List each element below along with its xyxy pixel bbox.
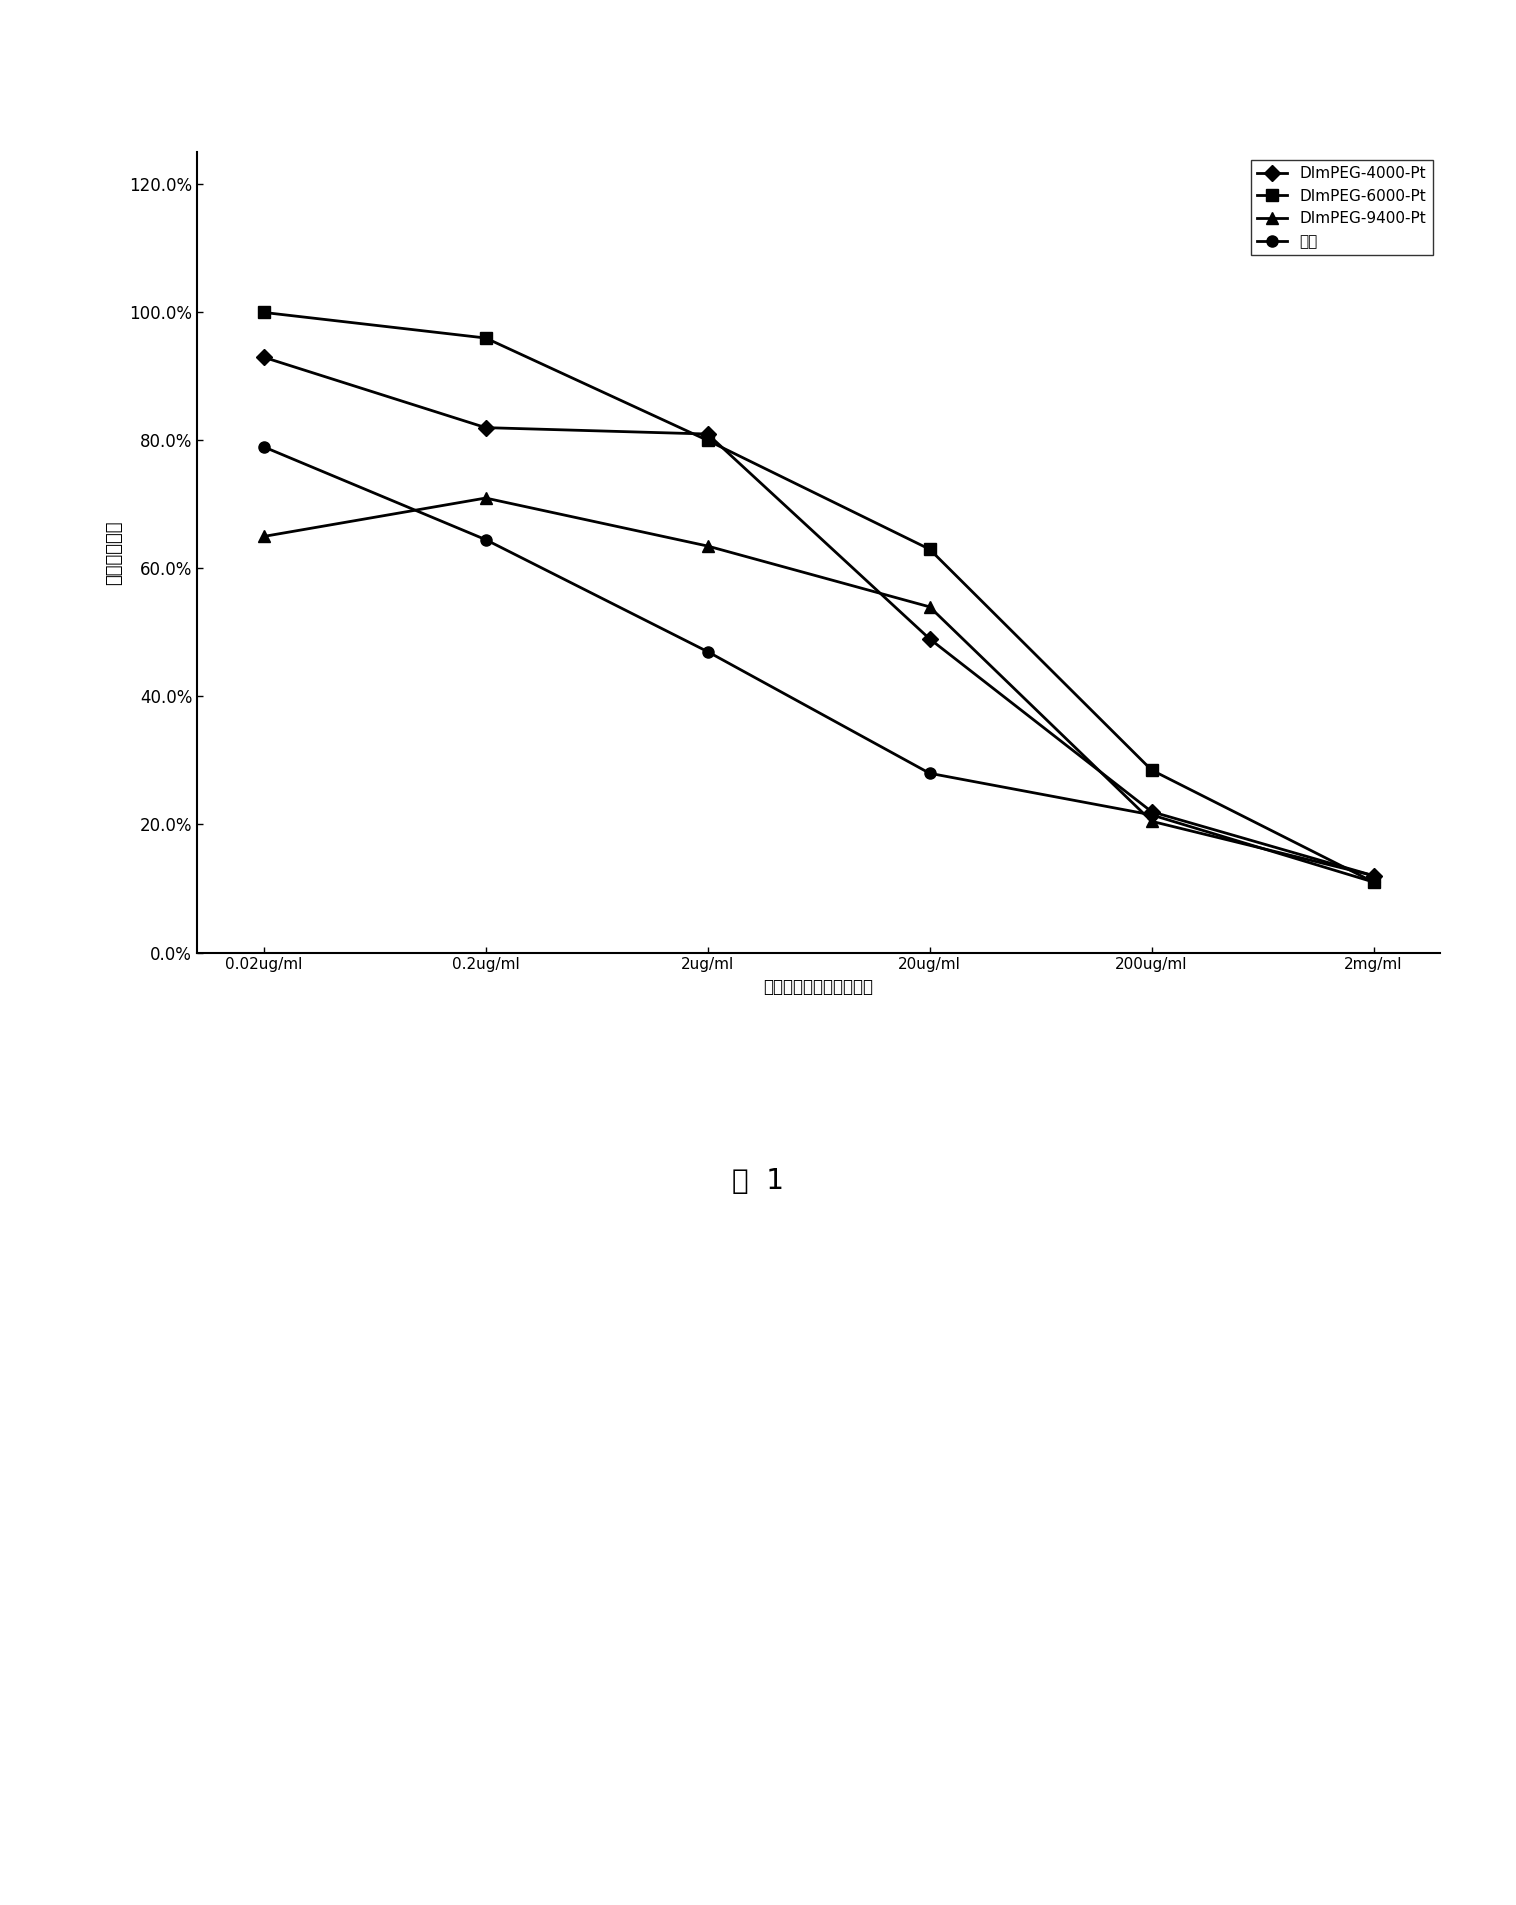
DImPEG-9400-Pt <box>920 596 938 619</box>
DImPEG-4000-Pt <box>255 347 273 370</box>
Line: DImPEG-6000-Pt: DImPEG-6000-Pt <box>258 307 1380 888</box>
Line: DImPEG-9400-Pt: DImPEG-9400-Pt <box>258 493 1380 882</box>
DImPEG-9400-Pt <box>1143 810 1161 832</box>
顺铂 <box>920 762 938 785</box>
DImPEG-4000-Pt <box>699 423 717 446</box>
DImPEG-6000-Pt <box>1364 871 1383 893</box>
DImPEG-6000-Pt <box>476 326 494 349</box>
DImPEG-6000-Pt <box>699 429 717 451</box>
顺铂 <box>476 528 494 551</box>
DImPEG-4000-Pt <box>1143 800 1161 823</box>
Line: 顺铂: 顺铂 <box>258 442 1380 888</box>
顺铂 <box>699 640 717 663</box>
DImPEG-4000-Pt <box>1364 865 1383 888</box>
顺铂 <box>255 436 273 459</box>
顺铂 <box>1143 804 1161 827</box>
DImPEG-6000-Pt <box>1143 758 1161 781</box>
DImPEG-9400-Pt <box>1364 865 1383 888</box>
DImPEG-9400-Pt <box>476 486 494 509</box>
DImPEG-6000-Pt <box>255 301 273 324</box>
Text: 图  1: 图 1 <box>732 1168 784 1194</box>
Line: DImPEG-4000-Pt: DImPEG-4000-Pt <box>258 352 1380 882</box>
X-axis label: 药物浓度（折算为顺铂）: 药物浓度（折算为顺铂） <box>764 977 873 996</box>
顺铂 <box>1364 871 1383 893</box>
DImPEG-6000-Pt <box>920 537 938 560</box>
DImPEG-4000-Pt <box>920 627 938 650</box>
DImPEG-9400-Pt <box>699 535 717 558</box>
DImPEG-4000-Pt <box>476 415 494 438</box>
Y-axis label: 细胞存活分数: 细胞存活分数 <box>106 520 123 585</box>
DImPEG-9400-Pt <box>255 526 273 549</box>
Legend: DImPEG-4000-Pt, DImPEG-6000-Pt, DImPEG-9400-Pt, 顺铂: DImPEG-4000-Pt, DImPEG-6000-Pt, DImPEG-9… <box>1251 160 1433 255</box>
